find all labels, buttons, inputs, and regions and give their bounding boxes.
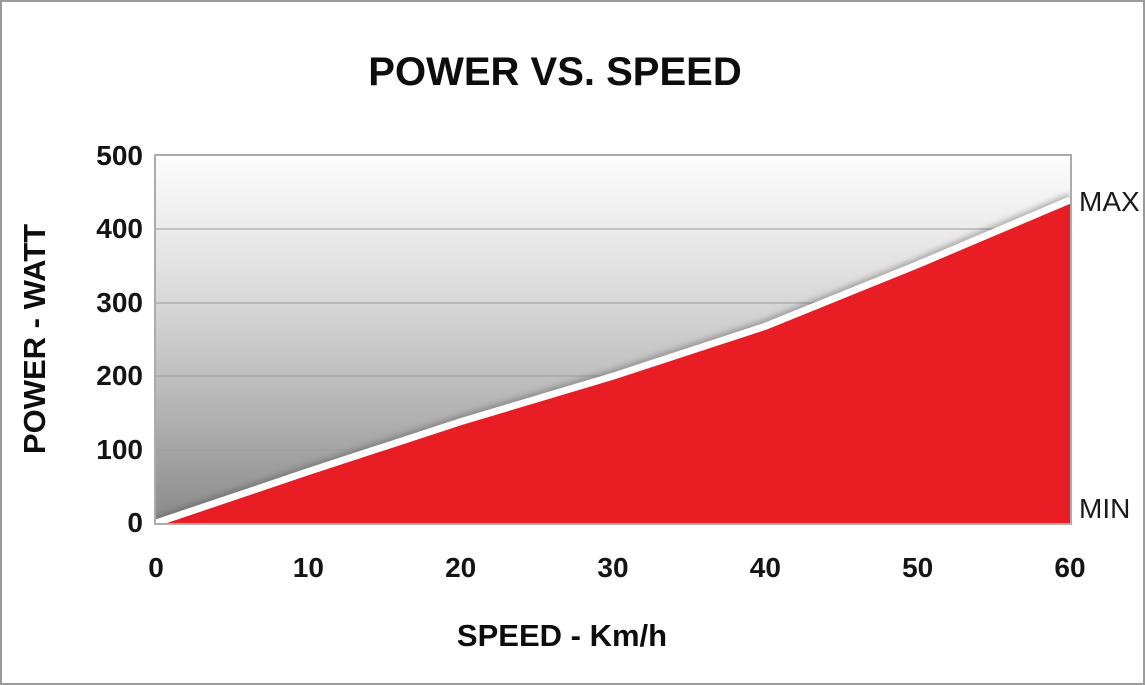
y-tick-label-300: 300 xyxy=(96,286,143,318)
min-annotation-label: MIN xyxy=(1079,493,1131,524)
y-tick-label-200: 200 xyxy=(96,360,143,392)
x-tick-label-60: 60 xyxy=(1054,552,1086,583)
x-tick-label-30: 30 xyxy=(597,552,629,583)
x-tick-label-10: 10 xyxy=(292,552,324,583)
gridline-400 xyxy=(156,228,1070,231)
y-tick-label-400: 400 xyxy=(96,213,143,245)
x-axis-title: SPEED - Km/h xyxy=(456,618,668,653)
y-tick-label-500: 500 xyxy=(96,140,143,171)
y-tick-label-0: 0 xyxy=(127,507,143,538)
power-area-fill xyxy=(156,200,1070,523)
power-curve-line xyxy=(156,196,1070,523)
power-series-plot xyxy=(156,196,1070,523)
max-annotation-label: MAX xyxy=(1079,186,1140,218)
x-tick-label-0: 0 xyxy=(148,552,164,583)
chart-title: POWER VS. SPEED xyxy=(368,50,742,94)
y-axis-title: POWER - WATT xyxy=(17,223,52,455)
x-tick-label-40: 40 xyxy=(749,552,781,583)
x-tick-label-50: 50 xyxy=(902,552,934,583)
y-tick-label-100: 100 xyxy=(96,433,143,465)
x-tick-label-20: 20 xyxy=(445,552,477,583)
gridline-300 xyxy=(156,301,1070,304)
plot-area xyxy=(154,154,1072,525)
